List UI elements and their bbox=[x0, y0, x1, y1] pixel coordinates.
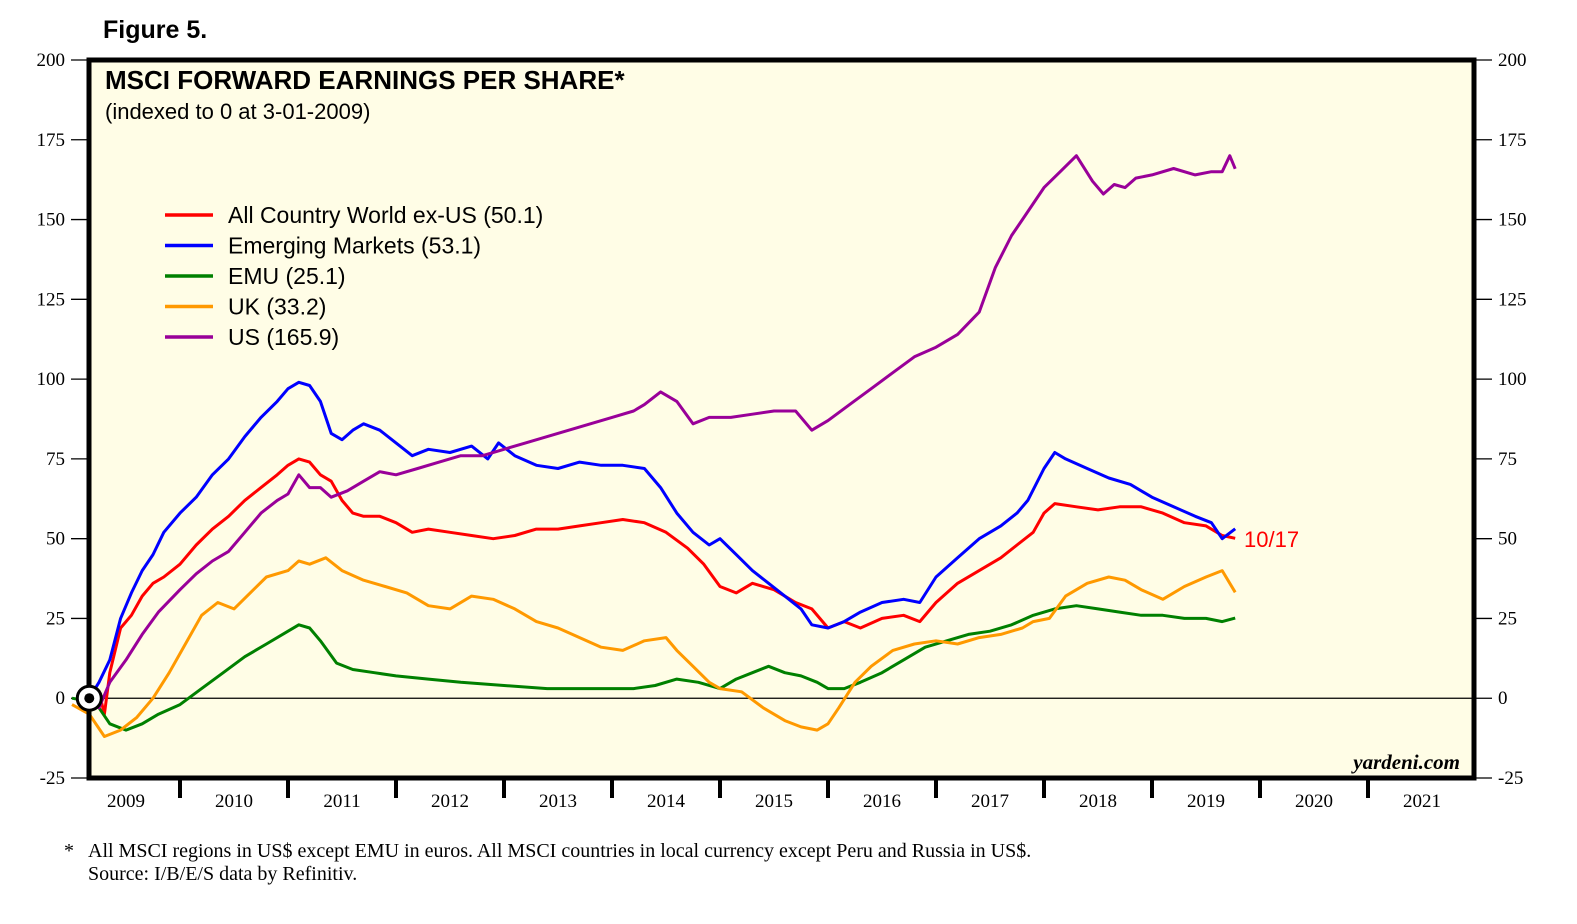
y-tick-label-right: 0 bbox=[1498, 688, 1508, 709]
y-tick-label-right: 25 bbox=[1498, 608, 1517, 629]
x-axis: 2009 2010 2011 2012 2013 2014 2015 2016 2017 2018… bbox=[107, 778, 1441, 812]
footnote-line-2: Source: I/B/E/S data by Refinitiv. bbox=[88, 863, 358, 885]
y-tick-label-right: 125 bbox=[1498, 289, 1527, 310]
legend: All Country World ex-US (50.1) Emerging M… bbox=[165, 202, 543, 350]
y-tick-label-left: 200 bbox=[37, 50, 66, 71]
x-tick-label: 2012 bbox=[431, 791, 469, 812]
x-tick-label: 2011 bbox=[323, 791, 360, 812]
y-tick-label-left: 75 bbox=[46, 449, 65, 470]
y-tick-label-right: 100 bbox=[1498, 369, 1527, 390]
x-tick-label: 2013 bbox=[539, 791, 577, 812]
chart-title: MSCI FORWARD EARNINGS PER SHARE* bbox=[105, 65, 625, 95]
y-tick-label-right: 175 bbox=[1498, 130, 1527, 151]
figure-label: Figure 5. bbox=[103, 16, 208, 44]
y-tick-label-right: -25 bbox=[1498, 768, 1523, 789]
x-tick-label: 2009 bbox=[107, 791, 145, 812]
x-tick-label: 2020 bbox=[1295, 791, 1333, 812]
chart-subtitle: (indexed to 0 at 3-01-2009) bbox=[105, 99, 370, 124]
y-tick-label-right: 75 bbox=[1498, 449, 1517, 470]
y-tick-label-left: 175 bbox=[37, 130, 66, 151]
x-tick-label: 2017 bbox=[971, 791, 1009, 812]
plot-border bbox=[86, 57, 1477, 781]
x-tick-label: 2016 bbox=[863, 791, 901, 812]
y-tick-label-left: 150 bbox=[37, 210, 66, 231]
x-tick-label: 2021 bbox=[1403, 791, 1441, 812]
y-tick-label-left: 0 bbox=[56, 688, 66, 709]
x-tick-label: 2010 bbox=[215, 791, 253, 812]
legend-label: All Country World ex-US (50.1) bbox=[228, 202, 543, 228]
x-tick-label: 2019 bbox=[1187, 791, 1225, 812]
footnote-line-1: All MSCI regions in US$ except EMU in eu… bbox=[88, 840, 1032, 862]
y-tick-label-left: 50 bbox=[46, 529, 65, 550]
x-tick-label: 2015 bbox=[755, 791, 793, 812]
series-line-emu bbox=[71, 604, 1236, 732]
origin-marker bbox=[75, 684, 103, 712]
series-line-emerging-markets bbox=[88, 380, 1237, 699]
origin-marker-dot bbox=[84, 693, 95, 704]
x-tick-label: 2018 bbox=[1079, 791, 1117, 812]
legend-label: US (165.9) bbox=[228, 324, 339, 350]
series-line-all-country-world-ex-us bbox=[88, 457, 1236, 716]
y-axis-left: -25 0 25 50 75 100 125 150 175 200 bbox=[37, 50, 89, 789]
end-date-annotation: 10/17 bbox=[1244, 527, 1299, 552]
y-tick-label-right: 50 bbox=[1498, 529, 1517, 550]
y-tick-label-left: 25 bbox=[46, 608, 65, 629]
legend-label: Emerging Markets (53.1) bbox=[228, 233, 481, 259]
plot-background bbox=[89, 60, 1474, 778]
series-line-uk bbox=[71, 556, 1237, 738]
footnote-marker: * bbox=[64, 840, 74, 862]
series-line-us bbox=[88, 154, 1237, 710]
series-group bbox=[71, 154, 1237, 738]
y-tick-label-left: 125 bbox=[37, 289, 66, 310]
x-tick-label: 2014 bbox=[647, 791, 686, 812]
watermark: yardeni.com bbox=[1350, 750, 1460, 774]
y-axis-right: -25 0 25 50 75 100 125 150 175 200 bbox=[1474, 50, 1527, 789]
y-tick-label-right: 150 bbox=[1498, 210, 1527, 231]
legend-label: EMU (25.1) bbox=[228, 263, 346, 289]
legend-label: UK (33.2) bbox=[228, 294, 326, 320]
y-tick-label-left: -25 bbox=[40, 768, 65, 789]
y-tick-label-left: 100 bbox=[37, 369, 66, 390]
y-tick-label-right: 200 bbox=[1498, 50, 1527, 71]
